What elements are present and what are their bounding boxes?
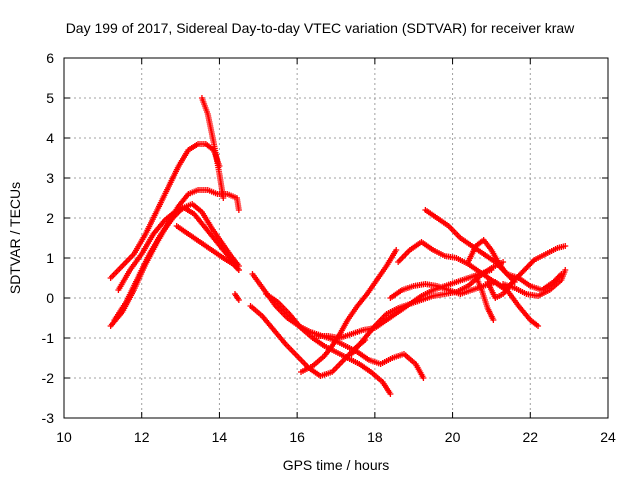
y-tick-label: 4 xyxy=(46,130,54,146)
data-series xyxy=(198,95,227,201)
y-tick-label: 6 xyxy=(46,50,54,66)
x-tick-label: 16 xyxy=(289,429,305,445)
data-point xyxy=(387,391,394,397)
data-point xyxy=(393,247,400,253)
x-tick-label: 22 xyxy=(522,429,538,445)
x-tick-label: 14 xyxy=(212,429,228,445)
data-points xyxy=(107,95,569,397)
data-point xyxy=(420,375,427,381)
data-point xyxy=(562,243,569,249)
data-point xyxy=(235,207,242,213)
data-point xyxy=(529,258,536,265)
x-tick-label: 18 xyxy=(367,429,383,445)
y-axis-label: SDTVAR / TECUs xyxy=(7,182,23,294)
data-point xyxy=(535,323,542,329)
data-point xyxy=(490,317,497,323)
y-tick-label: 2 xyxy=(46,210,54,226)
data-series xyxy=(395,239,507,291)
y-tick-label: 1 xyxy=(46,250,54,266)
x-tick-label: 24 xyxy=(600,429,616,445)
x-tick-label: 20 xyxy=(445,429,461,445)
data-point xyxy=(235,297,242,303)
y-tick-label: 5 xyxy=(46,90,54,106)
data-series xyxy=(465,237,518,285)
data-series xyxy=(173,223,242,273)
y-tick-label: 3 xyxy=(46,170,54,186)
data-point xyxy=(562,267,569,273)
data-series xyxy=(263,291,394,397)
data-point xyxy=(235,267,242,273)
y-tick-label: -3 xyxy=(42,410,55,426)
chart-title: Day 199 of 2017, Sidereal Day-to-day VTE… xyxy=(66,20,575,36)
y-tick-label: -2 xyxy=(42,370,55,386)
data-series xyxy=(107,141,223,281)
plot-frame xyxy=(63,57,609,419)
data-series xyxy=(231,291,242,303)
x-axis-label: GPS time / hours xyxy=(283,457,390,473)
x-tick-label: 10 xyxy=(56,429,72,445)
y-tick-label: -1 xyxy=(42,330,55,346)
x-tick-label: 12 xyxy=(134,429,150,445)
y-tick-label: 0 xyxy=(46,290,54,306)
data-series xyxy=(500,267,569,299)
data-series xyxy=(472,273,497,323)
